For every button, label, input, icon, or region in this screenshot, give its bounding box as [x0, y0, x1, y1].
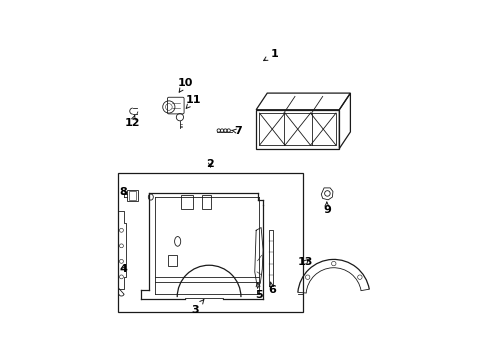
Text: 2: 2 — [206, 159, 214, 169]
Text: 11: 11 — [185, 95, 201, 108]
Bar — [129, 191, 136, 199]
Text: 7: 7 — [231, 126, 242, 136]
Text: 12: 12 — [124, 115, 140, 128]
Bar — [202, 195, 211, 209]
Bar — [117, 174, 303, 312]
Text: 4: 4 — [120, 264, 127, 274]
Text: 10: 10 — [178, 78, 193, 92]
Text: 5: 5 — [255, 283, 262, 300]
Text: 8: 8 — [119, 187, 127, 197]
Text: 6: 6 — [268, 282, 276, 295]
Bar — [127, 190, 138, 201]
Bar — [168, 255, 177, 266]
Bar — [181, 195, 192, 209]
Text: 3: 3 — [191, 300, 203, 315]
Text: 13: 13 — [297, 257, 312, 267]
Text: 9: 9 — [322, 202, 330, 215]
Text: 1: 1 — [263, 49, 278, 60]
